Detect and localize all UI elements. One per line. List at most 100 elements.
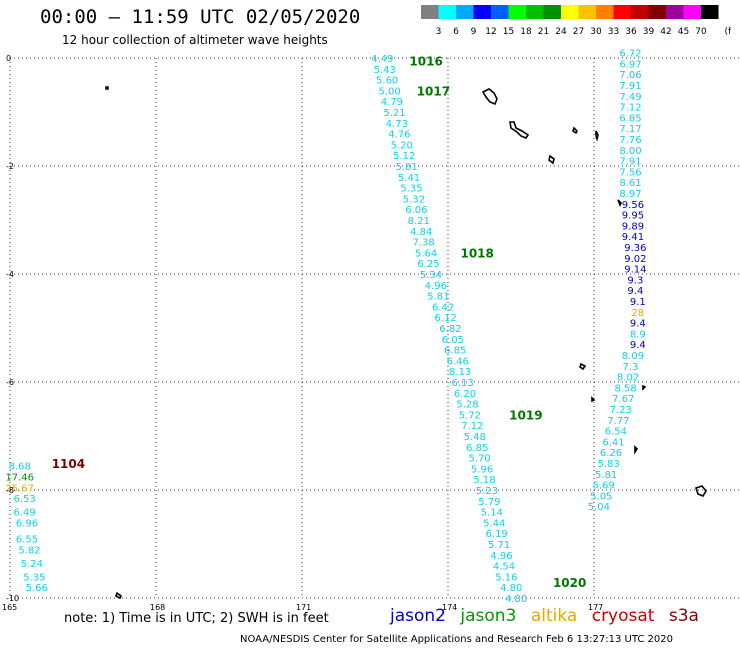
colorbar-swatch bbox=[561, 5, 579, 19]
colorbar-tick: 15 bbox=[503, 27, 514, 37]
y-tick-label: -4 bbox=[6, 270, 14, 279]
wave-height-value: 6.85 bbox=[466, 443, 488, 454]
wave-height-value: 8.13 bbox=[449, 367, 471, 378]
island-outline bbox=[105, 86, 109, 90]
wave-height-value: 25.67 bbox=[5, 483, 34, 494]
wave-height-value: 7.12 bbox=[619, 103, 641, 114]
legend-altika: altika bbox=[530, 606, 578, 626]
wave-height-value: 6.82 bbox=[439, 324, 461, 335]
island-outline bbox=[579, 362, 587, 371]
wave-height-value: 7.91 bbox=[619, 81, 641, 92]
wave-height-value: 9.4 bbox=[630, 340, 646, 351]
wave-height-value: 8.21 bbox=[408, 216, 430, 227]
wave-height-value: 6.85 bbox=[619, 113, 641, 124]
wave-height-value: 6.12 bbox=[434, 313, 456, 324]
wave-height-value: 4.80 bbox=[505, 594, 527, 605]
wave-height-value: 9.95 bbox=[622, 211, 644, 222]
wave-height-value: 4.96 bbox=[425, 281, 447, 292]
wave-height-value: 8.58 bbox=[615, 383, 637, 394]
wave-height-value: 5.69 bbox=[593, 481, 615, 492]
colorbar-swatch bbox=[683, 5, 701, 19]
colorbar-swatch bbox=[596, 5, 614, 19]
colorbar-tick: 30 bbox=[590, 27, 602, 37]
wave-height-value: 6.06 bbox=[405, 205, 427, 216]
wave-height-value: 5.12 bbox=[393, 151, 415, 162]
footer-note: note: 1) Time is in UTC; 2) SWH is in fe… bbox=[64, 611, 329, 626]
island-outline bbox=[694, 485, 707, 497]
pressure-label: 1018 bbox=[460, 246, 493, 260]
colorbar-swatch bbox=[456, 5, 474, 19]
colorbar-swatch bbox=[526, 5, 544, 19]
wave-height-value: 5.41 bbox=[398, 173, 420, 184]
wave-height-value: 7.49 bbox=[619, 92, 641, 103]
wave-height-value: 5.00 bbox=[378, 86, 400, 97]
colorbar-swatch bbox=[613, 5, 631, 19]
colorbar-tick: 39 bbox=[643, 27, 655, 37]
wave-height-value: 7.91 bbox=[619, 157, 641, 168]
wave-height-value: 6.97 bbox=[619, 59, 641, 70]
wave-height-value: 6.42 bbox=[432, 302, 454, 313]
wave-height-value: 6.19 bbox=[486, 529, 508, 540]
x-tick-label: 177 bbox=[588, 603, 603, 612]
wave-height-value: 5.32 bbox=[403, 194, 425, 205]
legend-cryosat: cryosat bbox=[591, 606, 655, 626]
y-tick-label: -6 bbox=[6, 378, 14, 387]
island-outline bbox=[115, 591, 123, 600]
wave-height-value: 5.23 bbox=[476, 486, 498, 497]
wave-height-value: 8.00 bbox=[619, 146, 641, 157]
wave-height-value: 4.80 bbox=[500, 583, 522, 594]
wave-height-value: 6.25 bbox=[417, 259, 439, 270]
x-tick-label: 174 bbox=[442, 603, 457, 612]
satellite-legend: jason2 jason3 altika cryosat s3a bbox=[390, 606, 708, 626]
wave-height-value: 6.20 bbox=[454, 389, 476, 400]
colorbar-swatch bbox=[543, 5, 561, 19]
wave-height-value: 9.89 bbox=[622, 221, 644, 232]
wave-height-value: 6.49 bbox=[13, 508, 35, 519]
colorbar-tick: 27 bbox=[573, 27, 584, 37]
wave-height-value: 5.72 bbox=[459, 410, 481, 421]
colorbar-tick: 33 bbox=[608, 27, 619, 37]
page-title: 00:00 – 11:59 UTC 02/05/2020 bbox=[40, 6, 361, 28]
wave-height-value: 4.54 bbox=[493, 562, 515, 573]
island-outline bbox=[548, 154, 555, 165]
wave-height-value: 9.14 bbox=[624, 265, 646, 276]
colorbar-tick: 36 bbox=[625, 27, 637, 37]
colorbar-tick: 21 bbox=[538, 27, 549, 37]
x-tick-label: 171 bbox=[296, 603, 311, 612]
colorbar-tick: 24 bbox=[555, 27, 567, 37]
colorbar-tick: 18 bbox=[520, 27, 532, 37]
wave-height-value: 4.96 bbox=[490, 551, 512, 562]
island-outline bbox=[617, 199, 622, 207]
colorbar-swatch bbox=[421, 5, 439, 19]
wave-height-value: 5.60 bbox=[376, 76, 398, 87]
legend-jason3: jason3 bbox=[460, 606, 517, 626]
wave-height-value: 9.56 bbox=[622, 200, 644, 211]
pressure-label: 1020 bbox=[553, 576, 586, 590]
wave-height-value: 7.06 bbox=[619, 70, 641, 81]
wave-height-value: 5.34 bbox=[420, 270, 442, 281]
x-tick-label: 165 bbox=[2, 603, 17, 612]
colorbar-tick: 45 bbox=[678, 27, 689, 37]
wave-height-value: 8.97 bbox=[619, 189, 641, 200]
wave-height-value: 7.76 bbox=[619, 135, 641, 146]
wave-height-value: 5.28 bbox=[456, 400, 478, 411]
wave-height-value: 4.76 bbox=[388, 130, 410, 141]
colorbar-tick: 6 bbox=[453, 27, 459, 37]
colorbar-tick: 42 bbox=[660, 27, 671, 37]
wave-height-value: 5.83 bbox=[597, 459, 619, 470]
wave-height-value: 9.4 bbox=[627, 286, 643, 297]
wave-height-value: 4.73 bbox=[386, 119, 408, 130]
wave-height-value: 9.1 bbox=[630, 297, 646, 308]
wave-height-value: 9.02 bbox=[624, 254, 646, 265]
wave-height-value: 8.9 bbox=[630, 329, 646, 340]
colorbar-tick: 12 bbox=[485, 27, 496, 37]
island-outline bbox=[642, 384, 647, 391]
wave-height-value: 9.41 bbox=[622, 232, 644, 243]
wave-height-value: 5.48 bbox=[464, 432, 486, 443]
y-tick-label: -10 bbox=[6, 594, 19, 603]
wave-height-value: 8.02 bbox=[617, 373, 639, 384]
colorbar-swatch bbox=[631, 5, 649, 19]
wave-height-value: 8.61 bbox=[619, 178, 641, 189]
pressure-label: 1019 bbox=[509, 408, 542, 422]
wave-height-value: 5.35 bbox=[400, 184, 422, 195]
